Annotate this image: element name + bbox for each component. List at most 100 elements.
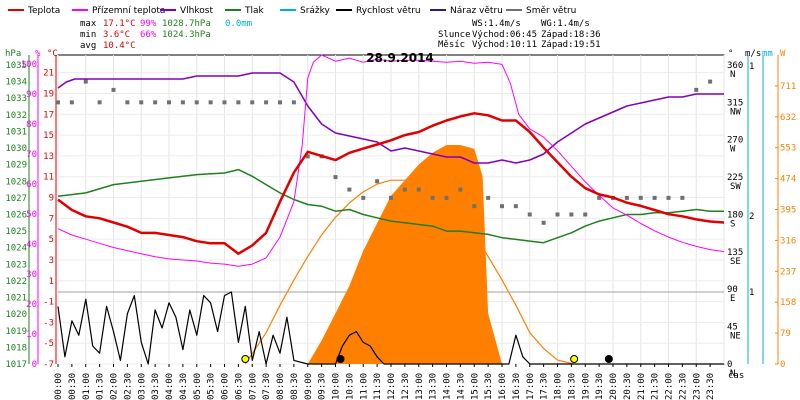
wind-dir-point-6 <box>139 100 144 105</box>
tick-x-45: 22:30 <box>678 373 688 400</box>
tick-pct-0: 100 <box>21 60 37 70</box>
stats-min-label: min <box>80 30 96 40</box>
legend-label-4: Srážky <box>300 6 331 16</box>
sun-label: Slunce <box>438 30 471 40</box>
tick-hpa-5: 1030 <box>5 144 27 154</box>
tick-degc-12: -3 <box>43 318 54 328</box>
tick-degc-13: -5 <box>43 339 54 349</box>
tick-x-27: 13:30 <box>429 373 439 400</box>
stats-avg-label: avg <box>80 41 96 51</box>
series-pressure <box>57 168 724 244</box>
tick-degc-3: 15 <box>43 131 54 141</box>
axis-degc-label: °C <box>47 49 58 59</box>
tick-x-47: 23:30 <box>706 373 716 400</box>
tick-wm2-0: 711 <box>780 82 796 92</box>
plot-area <box>56 54 725 365</box>
tick-x-19: 09:30 <box>318 373 328 400</box>
stats-min-temp: 3.6°C <box>103 30 130 40</box>
tick-pct-3: 70 <box>26 150 37 160</box>
tick-wm2-3: 474 <box>780 175 796 185</box>
tick-x-39: 19:30 <box>595 373 605 400</box>
tick-x-10: 05:00 <box>193 373 203 400</box>
tick-x-38: 19:00 <box>581 373 591 400</box>
legend: Teplota Přízemní teplota Vlhkost Tlak Srážky… <box>8 6 576 16</box>
wind-dir-point-39 <box>597 195 602 200</box>
tick-degc-5: 11 <box>43 173 54 183</box>
tick-pct-8: 20 <box>26 300 37 310</box>
wind-dir-point-34 <box>527 212 532 217</box>
wind-dir-point-2 <box>83 79 88 84</box>
tick-x-30: 15:00 <box>470 373 480 400</box>
series-humidity <box>57 72 724 164</box>
tick-wm2-9: 0 <box>780 360 785 370</box>
tick-wm2-1: 632 <box>780 113 796 123</box>
tick-x-41: 20:30 <box>623 373 633 400</box>
axis-pct-label: % <box>35 49 41 59</box>
tick-hpa-9: 1026 <box>5 210 27 220</box>
tick-hpa-17: 1018 <box>5 343 27 353</box>
tick-x-0: 00:00 <box>54 373 64 400</box>
tick-hpa-12: 1023 <box>5 260 27 270</box>
wind-wg: WG:1.4m/s <box>541 19 590 29</box>
tick-wm2-6: 237 <box>780 267 796 277</box>
wind-dir-point-10 <box>194 100 199 105</box>
legend-label-1: Přízemní teplota <box>92 6 165 16</box>
wind-dir-point-0 <box>56 100 60 105</box>
tick-pct-4: 60 <box>26 180 37 190</box>
tick-x-7: 03:30 <box>151 373 161 400</box>
tick-dir-deg-1: 315 <box>727 98 743 108</box>
tick-hpa-3: 1032 <box>5 111 27 121</box>
stats-max-label: max <box>80 19 97 29</box>
tick-x-37: 18:30 <box>567 373 577 400</box>
tick-dir-deg-7: 45 <box>727 323 738 333</box>
stats-min-hum: 66% <box>140 30 157 40</box>
tick-dir-deg-2: 270 <box>727 136 743 146</box>
tick-x-31: 15:30 <box>484 373 494 400</box>
tick-dir-deg-6: 90 <box>727 285 738 295</box>
tick-wm2-7: 158 <box>780 298 796 308</box>
tick-pct-5: 50 <box>26 210 37 220</box>
wind-dir-point-7 <box>153 100 158 105</box>
tick-x-22: 11:00 <box>359 373 369 400</box>
tick-x-4: 02:00 <box>110 373 120 400</box>
tick-x-43: 21:30 <box>651 373 661 400</box>
tick-x-28: 14:00 <box>443 373 453 400</box>
stats-block: max 17.1°C 99% 1028.7hPa 0.0mm min 3.6°C… <box>80 19 252 51</box>
stats-min-press: 1024.3hPa <box>162 30 211 40</box>
wind-dir-point-44 <box>666 195 671 200</box>
legend-label-3: Tlak <box>244 6 265 16</box>
tick-x-44: 22:00 <box>665 373 675 400</box>
moonset-marker <box>604 355 613 363</box>
tick-wm2-4: 395 <box>780 206 796 216</box>
wind-dir-point-43 <box>652 195 657 200</box>
info-block: WS:1.4m/s WG:1.4m/s Slunce Východ:06:45 … <box>438 19 601 50</box>
series-radiation-area <box>307 145 530 364</box>
wind-dir-point-9 <box>180 100 185 105</box>
tick-degc-10: 1 <box>49 277 54 287</box>
wind-dir-point-25 <box>402 187 407 192</box>
moonrise-marker <box>336 355 345 363</box>
wind-dir-point-26 <box>416 187 421 192</box>
wind-dir-point-17 <box>291 100 296 105</box>
tick-x-3: 01:30 <box>96 373 106 400</box>
tick-dir-deg-5: 135 <box>727 248 743 258</box>
tick-x-26: 13:00 <box>415 373 425 400</box>
tick-hpa-15: 1020 <box>5 310 27 320</box>
tick-hpa-13: 1022 <box>5 277 27 287</box>
wind-dir-point-45 <box>680 195 685 200</box>
wind-dir-point-27 <box>430 195 435 200</box>
tick-pct-9: 10 <box>26 330 37 340</box>
tick-x-36: 18:00 <box>554 373 564 400</box>
tick-x-21: 10:30 <box>345 373 355 400</box>
wind-dir-point-29 <box>458 187 463 192</box>
tick-degc-14: -7 <box>43 360 54 370</box>
tick-x-34: 17:00 <box>526 373 536 400</box>
tick-hpa-10: 1025 <box>5 227 27 237</box>
wind-dir-point-35 <box>541 220 546 225</box>
stats-max-rain: 0.0mm <box>225 19 252 29</box>
chart-title: 28.9.2014 <box>366 51 434 65</box>
wind-dir-point-16 <box>278 100 282 105</box>
tick-x-46: 23:00 <box>692 373 702 400</box>
tick-hpa-2: 1033 <box>5 94 27 104</box>
